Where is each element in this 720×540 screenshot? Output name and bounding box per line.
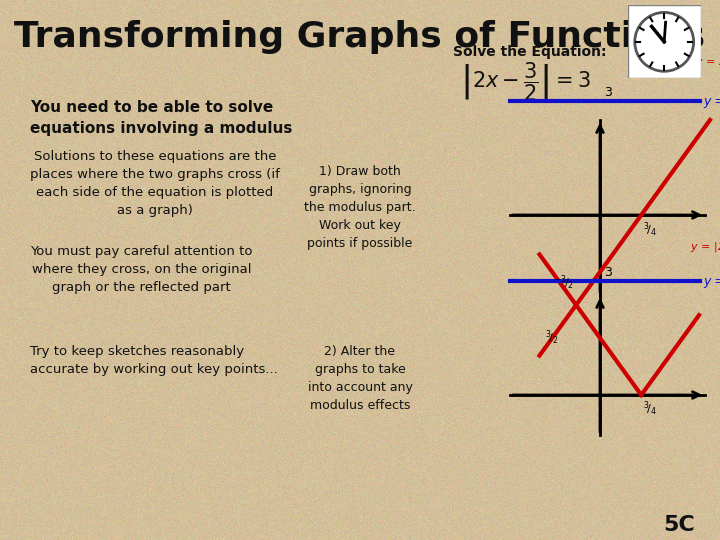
Text: You must pay careful attention to
where they cross, on the original
graph or the: You must pay careful attention to where … [30, 245, 253, 294]
Text: y = 3: y = 3 [703, 274, 720, 287]
Text: 5C: 5C [663, 515, 695, 535]
Text: $^{-3}\!/_{2}$: $^{-3}\!/_{2}$ [554, 274, 574, 292]
Text: 2) Alter the
graphs to take
into account any
modulus effects: 2) Alter the graphs to take into account… [307, 345, 413, 412]
Text: Solutions to these equations are the
places where the two graphs cross (if
each : Solutions to these equations are the pla… [30, 150, 280, 217]
Text: y = 2x $-$ $^{3}\!/_{2}$: y = 2x $-$ $^{3}\!/_{2}$ [695, 52, 720, 71]
Text: $\left|2x-\dfrac{3}{2}\right|=3$: $\left|2x-\dfrac{3}{2}\right|=3$ [459, 60, 590, 103]
Circle shape [635, 12, 693, 71]
Text: y = $|$2x $-$ $^{3}\!/_{2}|$: y = $|$2x $-$ $^{3}\!/_{2}|$ [690, 238, 720, 256]
Text: $^{3}\!/_{2}$: $^{3}\!/_{2}$ [545, 329, 559, 347]
Text: Transforming Graphs of Functions: Transforming Graphs of Functions [14, 20, 706, 54]
Text: 3: 3 [604, 266, 612, 279]
Text: 1) Draw both
graphs, ignoring
the modulus part.
Work out key
points if possible: 1) Draw both graphs, ignoring the modulu… [304, 165, 416, 250]
Text: $^{3}\!/_{4}$: $^{3}\!/_{4}$ [643, 221, 657, 239]
Text: $^{3}\!/_{4}$: $^{3}\!/_{4}$ [643, 400, 657, 418]
Text: 3: 3 [604, 86, 612, 99]
Text: Solve the Equation:: Solve the Equation: [454, 45, 607, 59]
Text: Try to keep sketches reasonably
accurate by working out key points...: Try to keep sketches reasonably accurate… [30, 345, 278, 376]
Text: You need to be able to solve
equations involving a modulus: You need to be able to solve equations i… [30, 100, 292, 136]
Text: y = 3: y = 3 [703, 94, 720, 107]
